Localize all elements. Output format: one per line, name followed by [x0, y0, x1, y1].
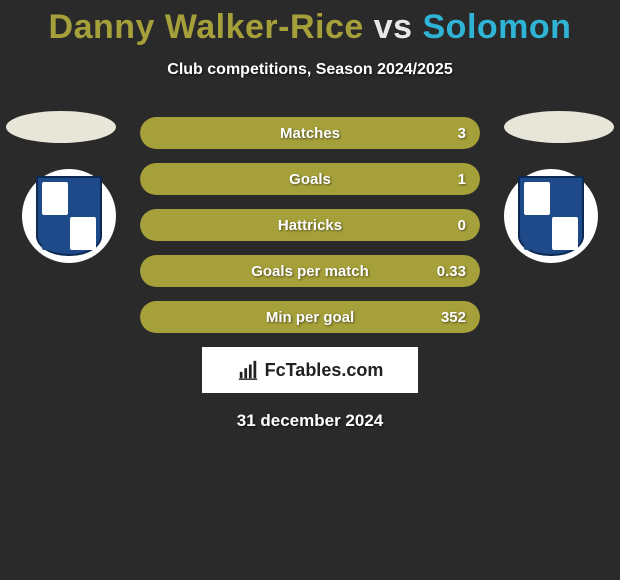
stat-value-right: 0 [458, 217, 466, 234]
stat-label: Hattricks [278, 217, 342, 234]
vs-separator: vs [364, 8, 423, 46]
player2-name: Solomon [423, 8, 572, 46]
season-subtitle: Club competitions, Season 2024/2025 [0, 61, 620, 79]
stat-value-right: 0.33 [437, 263, 466, 280]
stat-value-right: 3 [458, 125, 466, 142]
stat-value-right: 352 [441, 309, 466, 326]
player1-photo-placeholder [6, 111, 116, 143]
stat-label: Min per goal [266, 309, 354, 326]
player2-club-badge [504, 169, 598, 263]
bar-chart-icon [237, 359, 259, 381]
stat-label: Goals per match [251, 263, 369, 280]
tranmere-crest-icon [518, 176, 584, 256]
stat-row-goals-per-match: Goals per match 0.33 [140, 255, 480, 287]
stats-container: Matches 3 Goals 1 Hattricks 0 Goals per … [0, 117, 620, 431]
stat-value-right: 1 [458, 171, 466, 188]
stat-label: Matches [280, 125, 340, 142]
player2-photo-placeholder [504, 111, 614, 143]
stat-row-min-per-goal: Min per goal 352 [140, 301, 480, 333]
tranmere-crest-icon [36, 176, 102, 256]
date-label: 31 december 2024 [0, 411, 620, 431]
brand-text: FcTables.com [265, 360, 384, 381]
stat-row-goals: Goals 1 [140, 163, 480, 195]
player1-club-badge [22, 169, 116, 263]
stat-row-matches: Matches 3 [140, 117, 480, 149]
stat-bars: Matches 3 Goals 1 Hattricks 0 Goals per … [140, 117, 480, 333]
stat-label: Goals [289, 171, 331, 188]
brand-badge: FcTables.com [202, 347, 418, 393]
player1-name: Danny Walker-Rice [49, 8, 364, 46]
comparison-title: Danny Walker-Rice vs Solomon [0, 0, 620, 47]
stat-row-hattricks: Hattricks 0 [140, 209, 480, 241]
